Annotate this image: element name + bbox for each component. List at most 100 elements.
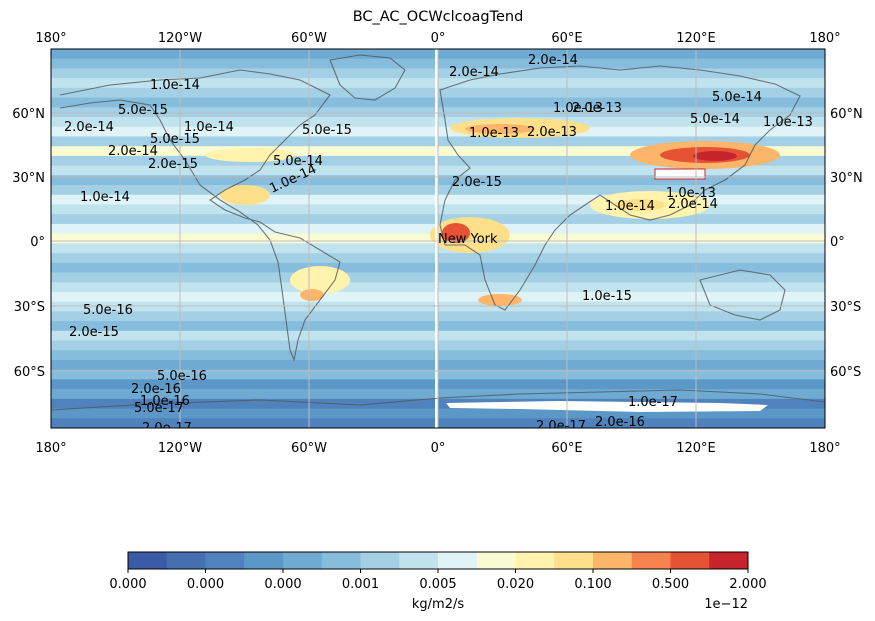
y-tick-right: 30°N	[830, 171, 863, 186]
colorbar-tick-label: 0.000	[187, 577, 224, 592]
contour-label: 5.0e-14	[273, 154, 323, 169]
x-tick-bottom: 120°W	[158, 441, 202, 456]
hotspot-mexico	[220, 185, 270, 205]
x-ticks-bottom: 180° 120°W 60°W 0° 60°E 120°E 180°	[35, 441, 840, 456]
x-tick-bottom: 60°E	[551, 441, 582, 456]
colorbar-tick-label: 0.005	[419, 577, 456, 592]
antarctic-missing-data	[446, 401, 768, 412]
hotspot-india-core	[615, 199, 665, 211]
contour-label: 1.0e-14	[605, 199, 655, 214]
contour-label: 1.0e-14	[184, 120, 234, 135]
contour-label: 2.0e-17	[142, 421, 192, 436]
contour-label: 1.0e-13	[763, 115, 813, 130]
x-tick-top: 60°W	[291, 31, 327, 46]
y-tick-left: 30°N	[12, 171, 45, 186]
x-tick-top: 180°	[35, 31, 66, 46]
colorbar-swatch	[360, 552, 400, 569]
colorbar-swatch	[631, 552, 671, 569]
colorbar-ticks: 0.000 0.000 0.000 0.001 0.005 0.020 0.100 0.500…	[109, 569, 767, 592]
hotspot-europe-core	[465, 124, 535, 134]
y-tick-right: 30°S	[830, 300, 861, 315]
colorbar-swatch	[515, 552, 555, 569]
contour-label: 1.0e-17	[628, 395, 678, 410]
coastline-antarctica	[51, 389, 825, 411]
colorbar-swatch	[283, 552, 323, 569]
contour-label: 1.0e-14	[80, 190, 130, 205]
colorbar-tick-label: 0.100	[574, 577, 611, 592]
y-tick-left: 0°	[30, 235, 45, 250]
chart-title: BC_AC_OCWclcoagTend	[353, 9, 524, 25]
contour-label: 2.0e-15	[148, 157, 198, 172]
contour-label: 5.0e-15	[302, 123, 352, 138]
x-tick-bottom: 180°	[809, 441, 840, 456]
colorbar-tick-label: 0.500	[652, 577, 689, 592]
map-frame	[50, 48, 826, 429]
contour-label: 1.0e-13	[469, 126, 519, 141]
colorbar-tick-label: 0.000	[109, 577, 146, 592]
x-tick-top: 0°	[431, 31, 446, 46]
gridlines	[51, 49, 825, 428]
colorbar-tick-label: 2.000	[729, 577, 766, 592]
marker-label: New York	[438, 232, 498, 247]
colorbar-swatch	[166, 552, 206, 569]
x-tick-bottom: 0°	[431, 441, 446, 456]
colorbar-swatch	[554, 552, 594, 569]
contour-label: 1.0e-13	[553, 101, 603, 116]
contour-label: 5.0e-15	[118, 103, 168, 118]
x-tick-top: 60°E	[551, 31, 582, 46]
colorbar-tick-label: 0.020	[497, 577, 534, 592]
contour-label: 1.0e-13	[666, 186, 716, 201]
coastline-australia	[699, 269, 786, 321]
hotspot-south-america-core	[300, 289, 324, 301]
x-tick-top: 180°	[809, 31, 840, 46]
colorbar-swatch	[476, 552, 516, 569]
contour-label: 2.0e-13	[572, 101, 622, 116]
contour-label: 2.0e-14	[108, 144, 158, 159]
y-tick-left: 60°N	[12, 107, 45, 122]
contour-label: 5.0e-16	[83, 303, 133, 318]
colorbar-swatch	[244, 552, 284, 569]
hotspot-south-america	[290, 266, 350, 294]
colorbar-swatch	[128, 552, 168, 569]
colorbar-swatch	[321, 552, 361, 569]
colorbar-swatch	[205, 552, 245, 569]
colorbar-swatch	[399, 552, 439, 569]
x-tick-bottom: 120°E	[676, 441, 716, 456]
contour-label: 5.0e-15	[150, 132, 200, 147]
y-tick-right: 60°S	[830, 365, 861, 380]
y-tick-right: 60°N	[830, 107, 863, 122]
hotspot-southern-africa	[478, 294, 522, 306]
colorbar-tick-label: 0.001	[342, 577, 379, 592]
contour-label: 2.0e-14	[528, 53, 578, 68]
colorbar	[128, 552, 749, 569]
colorbar-tick-label: 0.000	[264, 577, 301, 592]
colorbar-swatch	[670, 552, 710, 569]
x-tick-bottom: 180°	[35, 441, 66, 456]
contour-label: 5.0e-14	[712, 90, 762, 105]
x-tick-top: 120°W	[158, 31, 202, 46]
contour-label: 2.0e-15	[452, 175, 502, 190]
colorbar-offset-text: 1e−12	[704, 597, 748, 612]
prime-meridian-seam	[435, 49, 438, 428]
contour-label: 2.0e-14	[668, 197, 718, 212]
colorbar-swatch	[709, 552, 749, 569]
contour-label: 2.0e-14	[64, 120, 114, 135]
coastline-greenland	[329, 54, 406, 101]
hotspot-africa-core	[442, 223, 470, 243]
hotspots	[205, 49, 780, 428]
x-tick-bottom: 60°W	[291, 441, 327, 456]
y-tick-left: 60°S	[14, 365, 45, 380]
contour-label: 2.0e-16	[131, 382, 181, 397]
y-ticks-right: 60°N 30°N 0° 30°S 60°S	[830, 107, 863, 380]
contour-label: 5.0e-14	[690, 112, 740, 127]
x-ticks-top: 180° 120°W 60°W 0° 60°E 120°E 180°	[35, 31, 840, 46]
colorbar-label: kg/m2/s	[412, 597, 464, 612]
contour-label: 5.0e-16	[157, 369, 207, 384]
y-tick-left: 30°S	[14, 300, 45, 315]
contour-label: 2.0e-15	[69, 325, 119, 340]
coastlines	[51, 54, 825, 411]
map-area: 2.0e-141.0e-145.0e-152.0e-14 1.0e-145.0e-…	[51, 49, 825, 436]
colorbar-swatch	[593, 552, 633, 569]
coastline-eurasia-africa	[439, 65, 801, 311]
